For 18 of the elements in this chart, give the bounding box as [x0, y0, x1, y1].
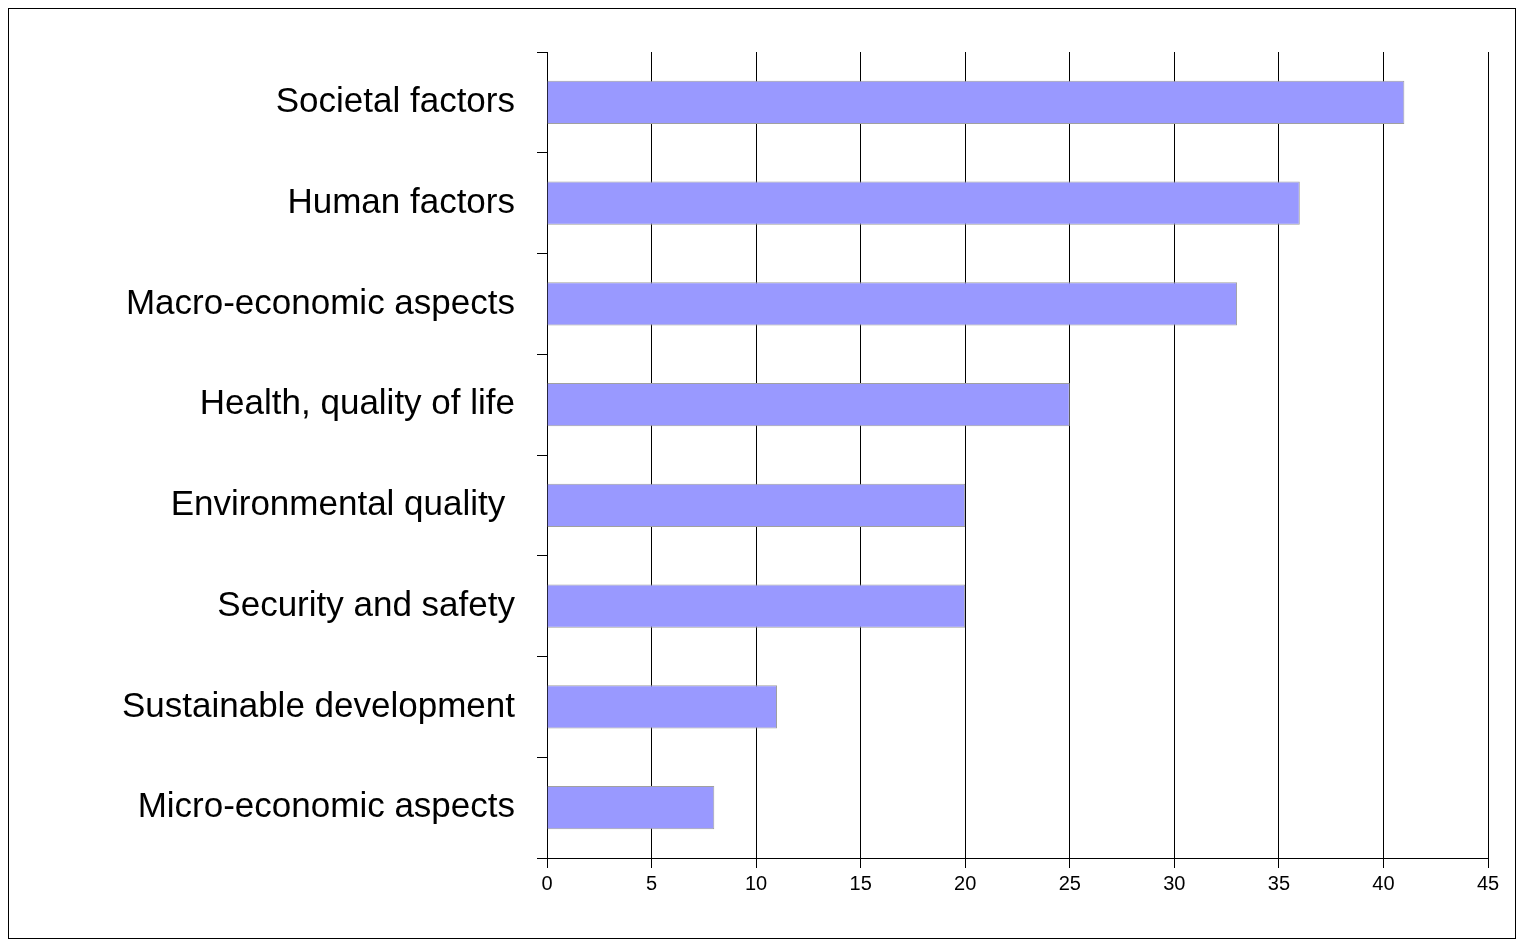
x-tick-label: 45	[1476, 871, 1500, 894]
y-tick-label: Societal factors	[275, 80, 515, 120]
x-tick-label: 20	[954, 871, 977, 894]
x-tick-label: 10	[744, 871, 768, 894]
y-tick-label: Micro-economic aspects	[137, 785, 515, 825]
x-tick-label: 0	[541, 871, 553, 894]
x-tick-label: 35	[1267, 871, 1291, 894]
x-tick-label: 25	[1058, 871, 1081, 894]
x-tick-label: 15	[849, 871, 872, 894]
y-tick-label: Security and safety	[217, 583, 516, 623]
x-tick-label: 40	[1372, 871, 1395, 894]
y-tick-label: Human factors	[287, 180, 515, 220]
y-tick-label: Health, quality of life	[199, 382, 515, 422]
x-tick-label: 30	[1163, 871, 1186, 894]
x-tick-label: 5	[645, 871, 658, 894]
y-tick-label: Environmental quality	[170, 483, 515, 523]
y-tick-label: Macro-economic aspects	[125, 281, 515, 321]
y-tick-label: Sustainable development	[121, 684, 516, 724]
